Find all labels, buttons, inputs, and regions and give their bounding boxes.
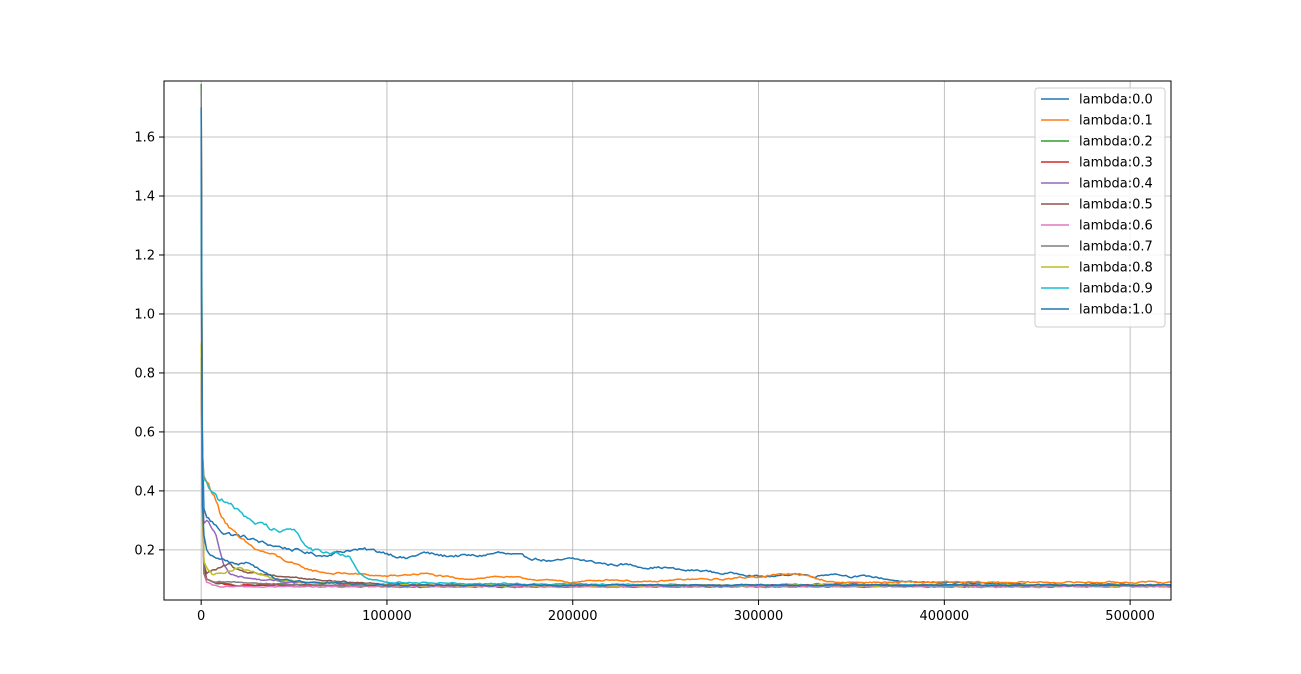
y-tick-label: 1.6: [134, 131, 155, 146]
x-tick-label: 0: [197, 609, 205, 624]
y-tick-label: 1.2: [134, 248, 155, 263]
x-tick-label: 300000: [734, 609, 784, 624]
series-line-lambda-1-0: [200, 107, 1171, 587]
axes-frame: [163, 80, 1172, 601]
legend-entry-label: lambda:0.8: [1079, 261, 1153, 276]
legend-entry-label: lambda:0.6: [1079, 219, 1153, 234]
y-tick-label: 0.6: [134, 425, 155, 440]
y-tick-label: 1.0: [134, 307, 155, 322]
legend-entry-label: lambda:0.3: [1079, 156, 1153, 171]
legend-entry-label: lambda:0.4: [1079, 177, 1153, 192]
series-line-lambda-0-3: [200, 107, 1171, 587]
series-line-lambda-0-0: [200, 358, 1171, 587]
gridlines: [164, 81, 1171, 600]
series-line-lambda-0-1: [200, 387, 1171, 585]
y-tick-label: 1.4: [134, 190, 155, 205]
y-tick-label: 0.8: [134, 366, 155, 381]
legend-entry-label: lambda:0.9: [1079, 282, 1153, 297]
legend-entry-label: lambda:1.0: [1079, 303, 1153, 318]
x-axis: 0 100000 200000 300000 400000 500000: [197, 600, 1155, 624]
y-axis: 0.2 0.4 0.6 0.8 1.0 1.2 1.4 1.6: [134, 131, 164, 558]
y-tick-label: 0.2: [134, 543, 155, 558]
legend-entry-label: lambda:0.7: [1079, 240, 1153, 255]
legend-entry-label: lambda:0.0: [1079, 93, 1153, 108]
series-line-lambda-0-7: [200, 86, 1171, 587]
legend-entry-label: lambda:0.2: [1079, 135, 1153, 150]
legend-entry-label: lambda:0.1: [1079, 114, 1153, 129]
series-line-lambda-0-9: [200, 169, 1171, 587]
plot-area: [200, 83, 1171, 589]
series-line-lambda-0-6: [200, 151, 1171, 589]
x-tick-label: 500000: [1105, 609, 1155, 624]
series-line-lambda-0-2: [200, 83, 1171, 589]
x-tick-label: 200000: [548, 609, 598, 624]
x-tick-label: 100000: [362, 609, 412, 624]
series-line-lambda-0-4: [200, 372, 1171, 587]
y-tick-label: 0.4: [134, 484, 155, 499]
legend-entry-label: lambda:0.5: [1079, 198, 1153, 213]
legend: lambda:0.0 lambda:0.1 lambda:0.2 lambda:0.3…: [1034, 87, 1166, 328]
series-line-lambda-0-5: [200, 136, 1171, 588]
x-tick-label: 400000: [920, 609, 970, 624]
